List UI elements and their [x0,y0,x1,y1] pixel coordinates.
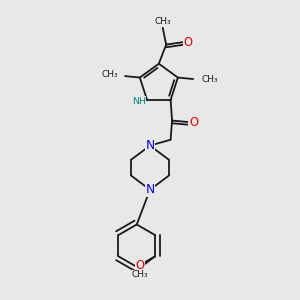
Text: CH₃: CH₃ [201,74,218,83]
Text: CH₃: CH₃ [101,70,118,79]
Text: N: N [146,139,154,152]
Text: CH₃: CH₃ [131,270,148,279]
Text: NH: NH [132,97,146,106]
Text: O: O [135,259,144,272]
Text: CH₃: CH₃ [154,17,171,26]
Text: O: O [183,36,192,49]
Text: O: O [189,116,198,128]
Text: N: N [146,183,154,196]
